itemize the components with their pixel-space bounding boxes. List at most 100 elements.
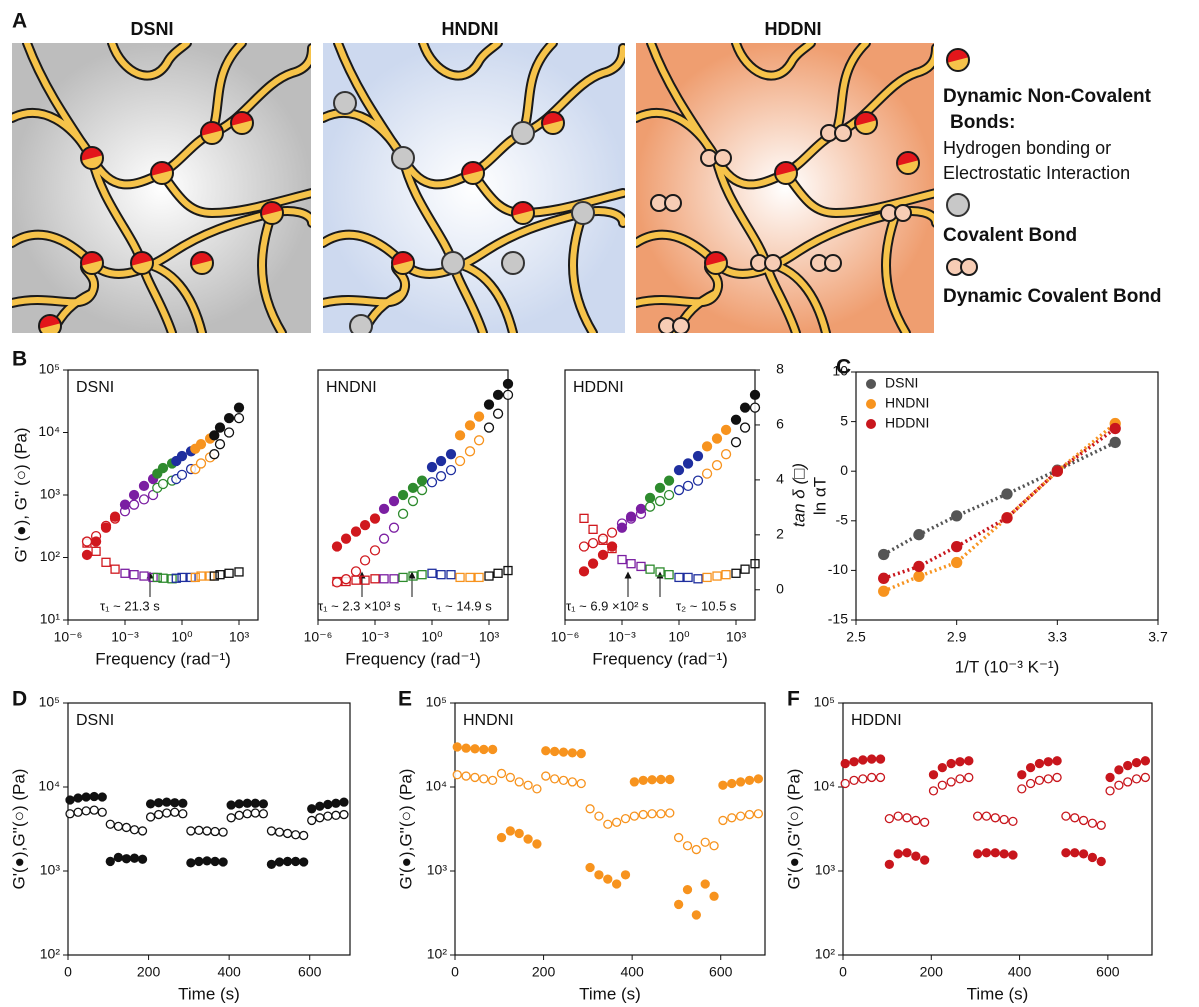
data-point-open [533,785,541,793]
data-point [504,379,513,388]
x-tick-label: 400 [620,964,644,980]
data-point [595,871,603,879]
data-point [475,412,484,421]
data-point [868,755,876,763]
y2-tick-label: 2 [776,526,784,542]
data-point [648,776,656,784]
data-point [639,776,647,784]
data-point-open [163,809,171,817]
data-point [1088,853,1096,861]
data-point [267,860,275,868]
data-point [211,857,219,865]
data-point [106,857,114,865]
data-point [982,849,990,857]
schematic-title: HNDNI [442,19,499,39]
data-square [665,571,673,579]
data-point-open [456,456,465,465]
x-tick-label: 10⁻³ [608,629,636,645]
data-point-open [551,775,559,783]
data-point-open [74,808,82,816]
data-point-open [903,814,911,822]
data-point-open [1027,780,1035,788]
data-point [216,423,225,432]
data-point-open [130,826,138,834]
data-point-open [1097,821,1105,829]
data-point [506,827,514,835]
data-point-open [380,534,389,543]
y-tick-label: 10² [427,946,448,962]
data-point [675,900,683,908]
data-point [1002,489,1012,499]
y-axis-label: G'(●),G''(○) (Pa) [396,769,415,890]
data-point-open [324,812,332,820]
data-point [657,775,665,783]
data-square [627,560,635,568]
data-point [542,747,550,755]
data-square [428,569,436,577]
data-point-open [599,534,608,543]
data-point [665,476,674,485]
data-point [74,794,82,802]
data-point-open [666,809,674,817]
data-point-open [139,827,147,835]
data-point [533,840,541,848]
data-point-open [480,775,488,783]
y2-tick-label: 0 [776,580,784,596]
data-point [903,849,911,857]
data-point [102,523,111,532]
data-point-open [1133,775,1141,783]
data-point-open [929,787,937,795]
data-point [877,755,885,763]
data-point-open [114,822,122,830]
data-point-open [746,811,754,819]
data-point-open [754,810,762,818]
data-point [1110,437,1120,447]
data-point-open [665,491,674,500]
x-axis-label: Time (s) [579,984,641,1003]
data-point [914,530,924,540]
data-point [684,886,692,894]
data-point-open [1080,816,1088,824]
data-point-open [868,773,876,781]
data-point-open [956,775,964,783]
data-point-open [675,486,684,495]
data-point-open [646,502,655,511]
y-tick-label: 10³ [427,862,448,878]
data-point-open [710,842,718,850]
data-point [850,758,858,766]
x-tick-label: 600 [709,964,733,980]
x-tick-label: 10³ [726,629,747,645]
data-point [608,542,617,551]
annotation: τ₂ ~ 10.5 s [676,598,737,613]
data-point-open [399,509,408,518]
x-axis-label: Time (s) [178,984,240,1003]
data-point-open [589,539,598,548]
x-axis-label: Frequency (rad⁻¹) [345,649,481,668]
data-point-open [485,423,494,432]
data-point-open [703,469,712,478]
data-point-open [1044,775,1052,783]
data-point-open [140,495,149,504]
data-point [613,880,621,888]
data-point-open [276,828,284,836]
legend-symbol [947,259,977,275]
data-point [713,434,722,443]
data-point [1044,758,1052,766]
data-square [390,575,398,583]
annotation: τ₁ ~ 2.3 ×10³ s [318,598,401,613]
panel-label: D [12,688,27,711]
data-point-open [560,776,568,784]
y-tick-label: 10³ [40,486,61,502]
data-point-open [1071,814,1079,822]
data-point [637,504,646,513]
data-point [859,756,867,764]
x-axis-label: Frequency (rad⁻¹) [95,649,231,668]
x-tick-label: 3.7 [1148,629,1168,645]
data-square [722,571,730,579]
data-point-open [187,827,195,835]
y-tick-label: 10⁴ [38,778,60,794]
x-axis-label: Time (s) [967,984,1029,1003]
data-point-open [418,486,427,495]
data-point-open [630,812,638,820]
y-tick-label: 10² [40,946,61,962]
